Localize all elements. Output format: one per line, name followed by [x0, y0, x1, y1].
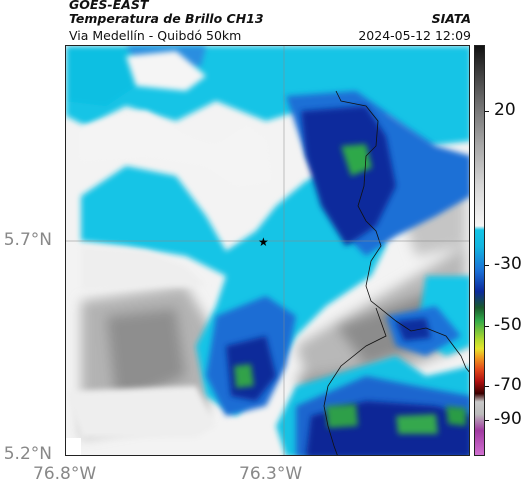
colorbar-tick-20: [485, 111, 489, 112]
lon-label-76-8: 76.8°W: [33, 464, 97, 484]
border-line: [323, 90, 469, 455]
colorbar-tick-m30: [485, 265, 489, 266]
colorbar-tick-m70: [485, 386, 489, 387]
lon-label-76-3: 76.3°W: [239, 464, 303, 484]
colorbar-tick-m50: [485, 326, 489, 327]
header-org: SIATA: [431, 11, 471, 26]
header-title: Temperatura de Brillo CH13: [69, 11, 264, 26]
lat-label-5-7: 5.7°N: [3, 230, 52, 250]
coldest-tops-region: [234, 144, 466, 434]
colorbar-label-m50: -50: [494, 315, 522, 335]
satellite-map[interactable]: ★: [65, 45, 470, 456]
no-data-left: [66, 438, 81, 455]
colorbar-label-m90: -90: [494, 409, 522, 429]
lat-label-5-2: 5.2°N: [3, 444, 52, 464]
colorbar-label-m30: -30: [494, 254, 522, 274]
colorbar-label-m70: -70: [494, 375, 522, 395]
header-timestamp: 2024-05-12 12:09: [358, 28, 471, 43]
header-route: Via Medellín - Quibdó 50km: [69, 28, 242, 43]
header-agency: GOES-EAST: [69, 0, 149, 12]
clear-patches: [66, 51, 271, 438]
brightness-temperature-field: ★: [66, 46, 469, 455]
colorbar: [474, 45, 485, 456]
colorbar-label-20: 20: [494, 100, 516, 120]
star-marker: ★: [258, 235, 269, 249]
colorbar-tick-m90: [485, 420, 489, 421]
